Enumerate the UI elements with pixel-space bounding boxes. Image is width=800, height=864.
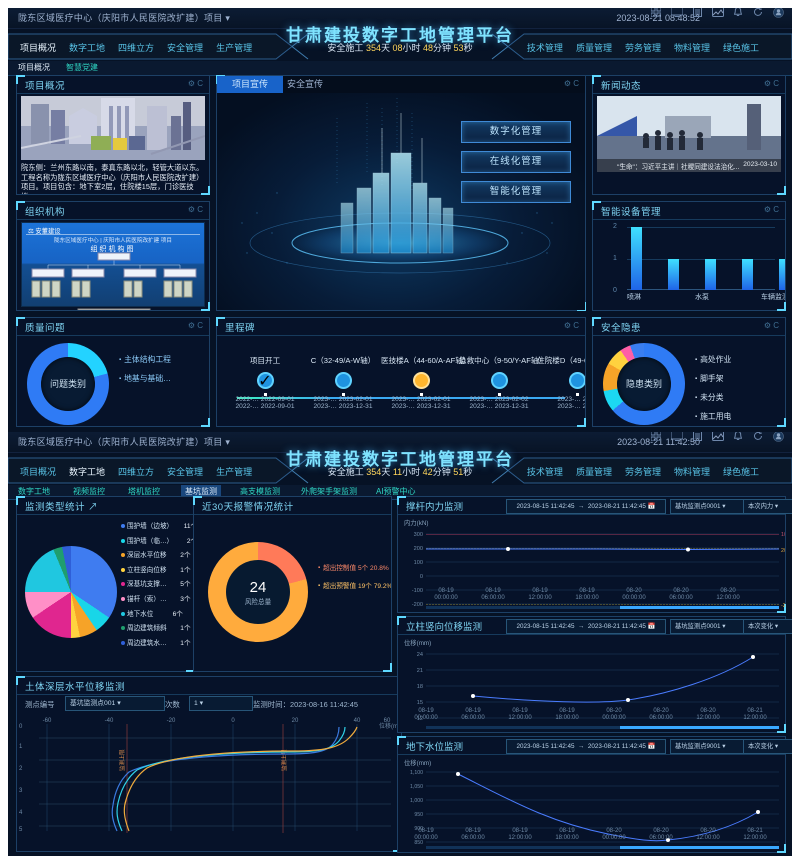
- svg-text:-40: -40: [105, 718, 114, 724]
- svg-text:200: 200: [414, 546, 423, 552]
- svg-text:24: 24: [417, 652, 423, 658]
- svg-text:0: 0: [231, 718, 235, 724]
- svg-text:0: 0: [420, 574, 423, 580]
- svg-text:-200: -200: [412, 602, 423, 608]
- svg-text:3: 3: [19, 788, 23, 794]
- svg-text:100: 100: [414, 560, 423, 566]
- svg-text:1,100: 1,100: [410, 770, 423, 776]
- svg-text:40: 40: [354, 718, 361, 724]
- svg-text:18: 18: [417, 684, 423, 690]
- svg-text:监测上限: 监测上限: [118, 749, 126, 771]
- svg-text:1,000: 1,000: [410, 798, 423, 804]
- svg-text:21: 21: [417, 668, 423, 674]
- svg-text:15: 15: [417, 700, 423, 706]
- svg-text:1,050: 1,050: [410, 784, 423, 790]
- svg-text:100: 100: [781, 532, 785, 538]
- svg-text:4: 4: [19, 810, 23, 816]
- svg-text:-100: -100: [412, 588, 423, 594]
- svg-text:950: 950: [414, 812, 423, 818]
- svg-text:-60: -60: [43, 718, 52, 724]
- svg-text:0: 0: [19, 724, 23, 730]
- svg-text:2: 2: [19, 766, 23, 772]
- svg-text:1: 1: [19, 744, 23, 750]
- svg-text:-200: -200: [781, 603, 785, 609]
- svg-text:20: 20: [292, 718, 299, 724]
- svg-text:-20: -20: [167, 718, 176, 724]
- svg-text:5: 5: [19, 827, 23, 833]
- svg-text:300: 300: [414, 532, 423, 538]
- svg-text:200: 200: [781, 548, 785, 554]
